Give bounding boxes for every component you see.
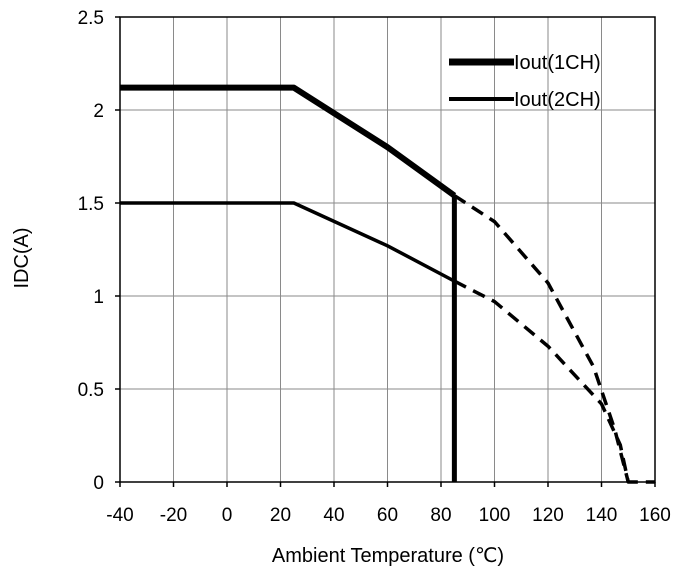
- x-tick-label-20: -20: [160, 505, 187, 526]
- x-tick-label-40: -40: [106, 505, 133, 526]
- legend-label-iout-1ch: Iout(1CH): [514, 52, 601, 74]
- x-axis-title: Ambient Temperature (℃): [272, 545, 504, 567]
- y-tick-label-0: 0: [93, 473, 104, 494]
- y-tick-label-2: 2: [93, 101, 104, 122]
- x-tick-label-0: 0: [222, 505, 233, 526]
- x-tick-label-160: 160: [639, 505, 671, 526]
- series-line-iout-1ch-dashed: [453, 194, 630, 483]
- x-tick-label-120: 120: [532, 505, 564, 526]
- x-tick-label-100: 100: [479, 505, 511, 526]
- axis-ticks: -40 -20 0 20 40 60 80 100 120 140 160 0 0.5 1 1.5 2 2.5: [78, 8, 671, 526]
- x-tick-label-140: 140: [586, 505, 618, 526]
- series-line-iout-1ch: [120, 84, 457, 198]
- series-line-iout-2ch-dashed: [453, 279, 655, 484]
- legend: Iout(1CH) Iout(2CH): [449, 52, 601, 111]
- x-tick-label-60: 60: [377, 505, 398, 526]
- y-axis-title: IDC(A): [11, 227, 33, 288]
- series-line-iout-2ch: [120, 201, 456, 283]
- y-tick-label-1: 1: [93, 287, 104, 308]
- legend-label-iout-2ch: Iout(2CH): [514, 89, 601, 111]
- y-tick-label-0-5: 0.5: [78, 380, 104, 401]
- x-tick-label-40: 40: [323, 505, 344, 526]
- y-tick-label-1-5: 1.5: [78, 194, 104, 215]
- x-tick-label-80: 80: [430, 505, 451, 526]
- y-tick-label-2-5: 2.5: [78, 8, 104, 29]
- x-tick-label-20: 20: [270, 505, 291, 526]
